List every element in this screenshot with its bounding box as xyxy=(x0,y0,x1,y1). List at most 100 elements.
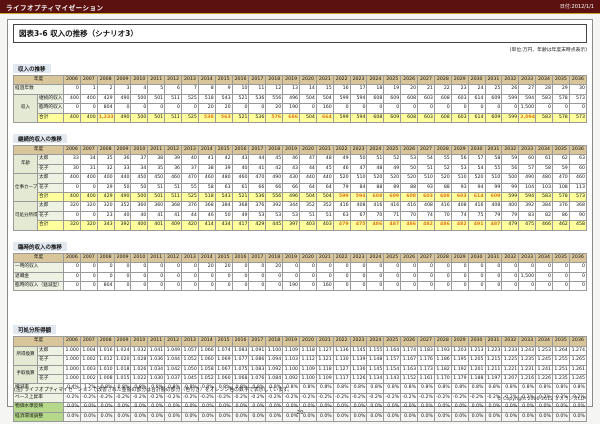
continuous-income-table: 年度 2006 2007 2008 2009 2010 2011 2012 2013 2014 20… xyxy=(12,145,588,231)
data-cell: 0.0% xyxy=(400,411,419,422)
year-header-cell: 2012 xyxy=(164,252,183,264)
data-cell: 0.8% xyxy=(535,383,553,394)
year-header-cell: 2008 xyxy=(96,336,115,347)
data-cell: -0.2% xyxy=(332,392,351,404)
data-cell: 392 xyxy=(113,220,132,231)
data-cell: 0.0% xyxy=(96,402,115,413)
footnote: (注) ライフオプティマイゼーションで改善された金額の部分は合計額の部分（色付き… xyxy=(14,387,293,393)
data-cell: 1.117 xyxy=(332,373,351,385)
table-row: 物価水準反映 0.0% 0.0% 0.0% 0.0% 0.0% 0.0% 0.0% 0.0% 0.… xyxy=(12,402,588,413)
year-header-cell: 2033 xyxy=(518,145,537,156)
data-cell: 59 xyxy=(551,163,570,175)
data-cell: 1.030 xyxy=(147,373,166,385)
data-cell: 1.000 xyxy=(63,345,81,357)
year-header-cell: 2031 xyxy=(484,336,503,347)
data-cell: 368 xyxy=(231,201,250,212)
data-cell: 0 xyxy=(551,103,570,114)
data-cell: 1.245 xyxy=(535,355,553,366)
data-cell: 0 xyxy=(164,262,183,273)
data-cell: 1.004 xyxy=(79,345,98,357)
data-cell: 0 xyxy=(147,103,166,114)
year-header-cell: 2014 xyxy=(197,336,216,347)
data-cell: 1.226 xyxy=(535,373,553,385)
data-cell: 0.0% xyxy=(349,402,368,413)
data-cell: 408 xyxy=(417,201,435,212)
data-cell: 66 xyxy=(265,182,284,194)
data-cell: 0 xyxy=(568,280,588,292)
year-header-cell: 2029 xyxy=(450,336,469,347)
data-cell: 0 xyxy=(130,103,149,114)
data-cell: 400 xyxy=(501,201,520,212)
data-cell: 1.195 xyxy=(450,355,469,366)
year-header-cell: 2028 xyxy=(433,145,452,156)
data-cell: 0.0% xyxy=(551,402,570,413)
year-header-cell: 2034 xyxy=(535,252,553,264)
data-cell: 29 xyxy=(96,182,115,194)
data-cell: 1.084 xyxy=(265,373,284,385)
data-cell: 0 xyxy=(79,182,98,194)
data-cell: 614 xyxy=(467,192,486,203)
data-cell: 108 xyxy=(551,182,570,194)
data-cell: 12 xyxy=(265,84,284,95)
year-header-cell: 2017 xyxy=(248,145,267,156)
data-cell: 0 xyxy=(96,271,115,282)
data-cell: 0 xyxy=(366,280,385,292)
data-cell: 0 xyxy=(433,103,452,114)
data-cell: 1.044 xyxy=(164,355,183,366)
year-header-cell: 2029 xyxy=(450,74,469,86)
data-cell: 0 xyxy=(113,103,132,114)
data-cell: 416 xyxy=(400,201,419,212)
data-cell: 0.0% xyxy=(400,402,419,413)
data-cell: 0.8% xyxy=(299,383,317,394)
year-header-row: 年度 2006 2007 2008 2009 2010 2011 2012 2013 2014 20… xyxy=(12,145,588,156)
data-cell: 511 xyxy=(164,93,183,105)
data-cell: 0 xyxy=(501,103,520,114)
row-label: 花子 xyxy=(36,182,65,194)
data-cell: 0.0% xyxy=(164,402,183,413)
data-cell: 0 xyxy=(79,271,98,282)
data-cell: 543 xyxy=(214,93,233,105)
data-cell: 1.233 xyxy=(501,345,520,357)
year-header-cell: 2020 xyxy=(299,336,317,347)
data-cell: 480 xyxy=(214,173,233,184)
data-cell: 521 xyxy=(231,93,250,105)
data-cell: 608 xyxy=(433,192,452,203)
data-cell: 490 xyxy=(265,173,284,184)
data-cell: 490 xyxy=(113,192,132,203)
data-cell: 53 xyxy=(265,210,284,222)
data-cell: 1.000 xyxy=(63,355,81,366)
data-cell: 614 xyxy=(467,93,486,105)
data-cell: 480 xyxy=(535,173,553,184)
year-header-cell: 2028 xyxy=(433,74,452,86)
data-cell: -0.2% xyxy=(96,392,115,404)
year-header-cell: 2020 xyxy=(299,74,317,86)
data-cell: 479 xyxy=(501,220,520,231)
data-cell: 0 xyxy=(164,280,183,292)
year-header-cell: 2019 xyxy=(282,74,301,86)
data-cell: 82 xyxy=(535,210,553,222)
data-cell: 0.0% xyxy=(231,402,250,413)
data-cell: 0.8% xyxy=(433,383,452,394)
data-cell: 400 xyxy=(63,93,81,105)
data-cell: 520 xyxy=(332,173,351,184)
data-cell: 0 xyxy=(79,210,98,222)
data-cell: 59 xyxy=(501,154,520,165)
header-bar: ライフオプティマイゼーション 日付:2012/1/1 xyxy=(0,0,600,14)
data-cell: 0.0% xyxy=(265,402,284,413)
data-cell: 0 xyxy=(501,262,520,273)
row-label: 退職金 xyxy=(12,271,65,282)
data-cell: 1,500 xyxy=(518,271,537,282)
data-cell: 510 xyxy=(349,173,368,184)
data-cell: 1.060 xyxy=(214,373,233,385)
year-header-cell: 2029 xyxy=(450,145,469,156)
data-cell: 804 xyxy=(96,103,115,114)
data-cell: 0.0% xyxy=(417,411,435,422)
data-cell: 0 xyxy=(63,182,81,194)
data-cell: 510 xyxy=(450,173,469,184)
data-cell: 0.8% xyxy=(400,383,419,394)
data-cell: 4 xyxy=(130,84,149,95)
data-cell: -0.2% xyxy=(383,392,402,404)
data-cell: 583 xyxy=(535,93,553,105)
year-header-cell: 2024 xyxy=(366,336,385,347)
data-cell: 0.0% xyxy=(214,402,233,413)
